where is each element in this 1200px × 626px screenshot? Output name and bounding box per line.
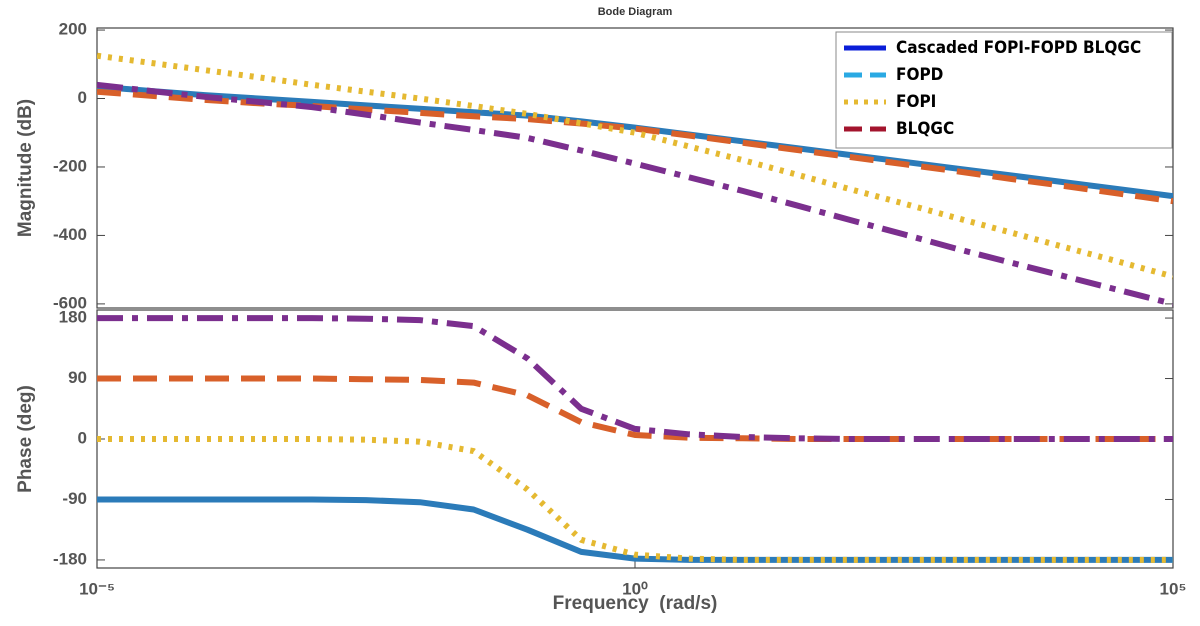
series-line [97, 375, 1173, 442]
series-line [97, 496, 1173, 563]
legend-box [835, 31, 1173, 149]
series-line [97, 52, 1173, 280]
y-axis-label: Magnitude (dB) [15, 99, 36, 237]
y-tick-label: -180 [53, 549, 87, 568]
x-axis-label: Frequency (rad/s) [553, 593, 718, 614]
series-line [97, 83, 1173, 200]
y-tick-label: -400 [53, 225, 87, 244]
x-tick-label: 10⁻⁵ [79, 579, 115, 598]
y-tick-label: -90 [62, 489, 87, 508]
series-line [97, 436, 1173, 563]
series-line [97, 81, 1173, 307]
legend-label: FOPD [896, 65, 943, 85]
y-tick-label: 180 [59, 308, 87, 327]
y-tick-label: 200 [59, 20, 87, 39]
legend-label: Cascaded FOPI-FOPD BLQGC [896, 38, 1141, 58]
y-tick-label: 0 [78, 428, 87, 447]
x-tick-label: 10⁰ [622, 579, 648, 598]
series-line [97, 88, 1173, 205]
series-line [97, 315, 1173, 442]
plot-area [96, 309, 1174, 569]
legend-label: BLQGC [896, 119, 954, 139]
legend-label: FOPI [896, 92, 936, 112]
chart-title: Bode Diagram [598, 6, 673, 18]
y-tick-label: 0 [78, 88, 87, 107]
y-tick-label: -600 [53, 293, 87, 312]
y-axis-label: Phase (deg) [15, 385, 36, 493]
x-tick-label: 10⁵ [1160, 579, 1187, 598]
y-tick-label: 90 [68, 368, 87, 387]
y-tick-label: -200 [53, 156, 87, 175]
